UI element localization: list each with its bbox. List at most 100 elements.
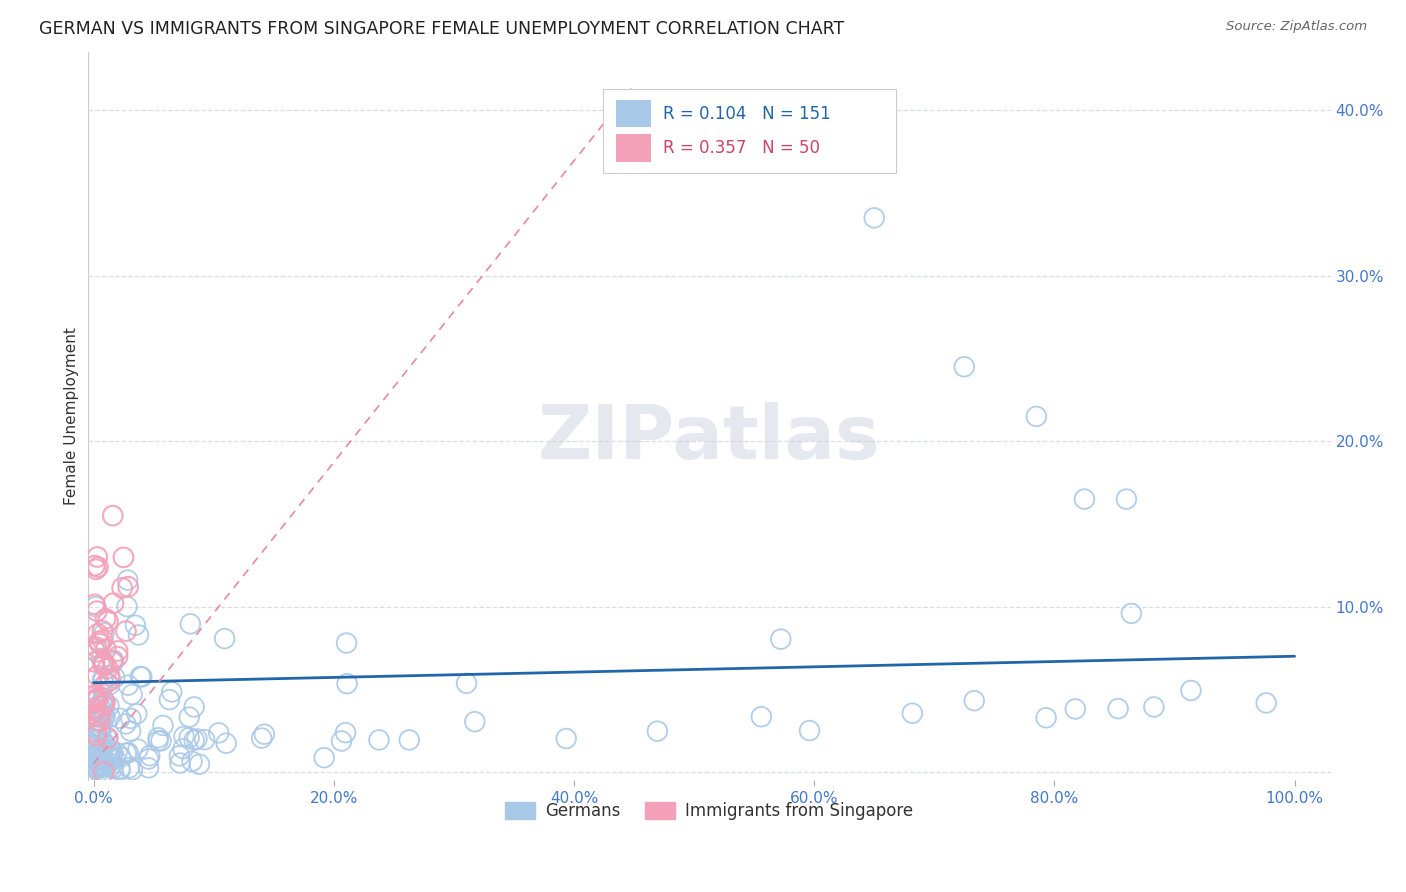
Point <box>89 713 111 727</box>
Point <box>172 741 194 756</box>
Point <box>84 760 107 774</box>
Point <box>83 720 105 734</box>
Point <box>91 633 114 648</box>
Point <box>90 722 112 736</box>
Point <box>86 727 108 741</box>
Point <box>83 751 105 765</box>
Point <box>87 709 110 723</box>
Point <box>100 743 122 757</box>
Point <box>1121 607 1143 621</box>
Point <box>555 731 578 746</box>
Point <box>87 627 110 641</box>
Point <box>111 581 134 595</box>
Point <box>179 710 201 724</box>
Point <box>101 746 124 760</box>
Point <box>1073 492 1095 507</box>
Point <box>86 761 108 775</box>
Point <box>84 562 107 576</box>
Point <box>89 723 111 737</box>
Point <box>87 560 110 574</box>
Point <box>89 735 111 749</box>
Point <box>108 761 131 775</box>
Point <box>1143 700 1166 714</box>
Point <box>83 704 105 718</box>
Point <box>121 763 143 777</box>
Point <box>181 755 204 769</box>
Point <box>91 624 114 638</box>
Point <box>86 549 108 564</box>
Point <box>86 690 108 705</box>
Point <box>1180 683 1202 698</box>
Point <box>93 698 115 713</box>
Point <box>84 694 107 708</box>
Point <box>97 662 120 676</box>
Point <box>91 673 114 688</box>
Point <box>89 758 111 772</box>
Point <box>863 211 886 225</box>
Point <box>94 710 117 724</box>
Point <box>91 658 114 673</box>
Point <box>105 746 128 760</box>
Point <box>107 649 129 664</box>
Point <box>83 690 105 704</box>
Point <box>83 655 105 669</box>
FancyBboxPatch shape <box>616 100 651 128</box>
Point <box>250 731 273 745</box>
Point <box>87 703 110 717</box>
Point <box>127 628 149 642</box>
FancyBboxPatch shape <box>616 134 651 161</box>
Point <box>799 723 821 738</box>
Point <box>131 670 153 684</box>
Point <box>138 761 160 775</box>
Point <box>108 763 131 777</box>
Point <box>87 764 110 779</box>
Point <box>121 688 143 702</box>
Point <box>107 644 129 658</box>
Point <box>86 763 108 777</box>
Point <box>330 734 353 748</box>
Point <box>456 676 478 690</box>
Point <box>464 714 486 729</box>
Point <box>97 756 120 771</box>
Point <box>101 654 124 668</box>
Text: ZIPatlas: ZIPatlas <box>537 401 880 475</box>
Point <box>1107 701 1129 715</box>
Point <box>194 732 217 747</box>
Point <box>87 757 110 772</box>
Point <box>89 724 111 739</box>
Point <box>124 618 146 632</box>
Point <box>1256 696 1278 710</box>
Point <box>91 697 114 711</box>
Point <box>83 597 105 611</box>
Point <box>98 710 121 724</box>
Point <box>84 759 107 773</box>
Point <box>83 739 105 753</box>
Text: GERMAN VS IMMIGRANTS FROM SINGAPORE FEMALE UNEMPLOYMENT CORRELATION CHART: GERMAN VS IMMIGRANTS FROM SINGAPORE FEMA… <box>39 20 845 37</box>
Point <box>91 708 114 723</box>
Point <box>83 688 105 702</box>
Y-axis label: Female Unemployment: Female Unemployment <box>65 327 79 506</box>
Point <box>152 718 174 732</box>
Point <box>101 756 124 771</box>
Point <box>90 748 112 763</box>
Point <box>83 703 105 717</box>
Point <box>104 752 127 766</box>
Point <box>97 731 120 745</box>
Point <box>98 745 121 759</box>
Point <box>314 750 336 764</box>
Point <box>86 725 108 739</box>
Point <box>89 714 111 728</box>
Point <box>90 753 112 767</box>
Point <box>94 759 117 773</box>
Point <box>86 753 108 767</box>
Point <box>93 657 115 671</box>
Point <box>139 748 162 763</box>
Point <box>94 612 117 626</box>
Point <box>117 746 139 760</box>
Point <box>87 748 110 763</box>
Point <box>103 653 125 667</box>
Point <box>98 678 121 692</box>
Point <box>173 730 195 744</box>
Point <box>335 725 357 739</box>
Point <box>97 614 120 628</box>
